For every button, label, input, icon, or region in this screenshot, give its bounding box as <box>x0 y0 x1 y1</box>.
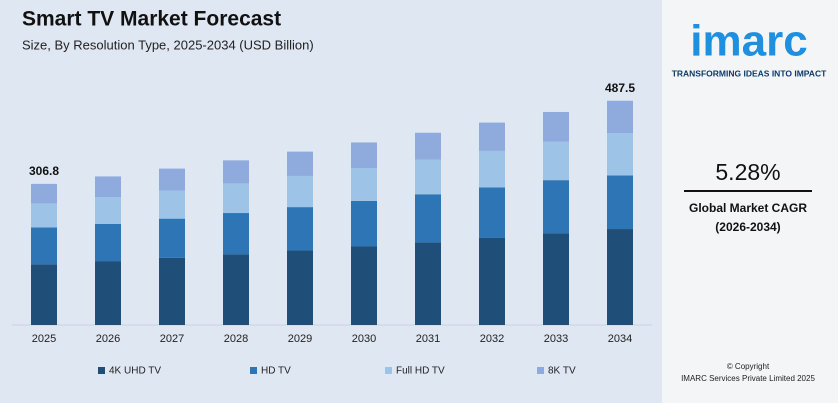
bar-segment <box>543 111 569 142</box>
x-tick-label: 2027 <box>160 333 184 345</box>
bar-segment <box>543 233 569 325</box>
legend-label: HD TV <box>261 366 291 377</box>
x-tick-label: 2031 <box>416 333 440 345</box>
x-tick-label: 2029 <box>288 333 312 345</box>
x-tick-label: 2030 <box>352 333 376 345</box>
company: IMARC Services Private Limited 2025 <box>681 374 815 383</box>
bar-segment <box>479 237 505 325</box>
bar-segment <box>479 122 505 151</box>
bar-segment <box>415 194 441 243</box>
bar-segment <box>415 159 441 195</box>
bar-segment <box>479 187 505 238</box>
bar-segment <box>223 183 249 214</box>
bar-segment <box>607 133 633 176</box>
bar-segment <box>415 242 441 325</box>
bar-segment <box>607 100 633 134</box>
bar-segment <box>159 190 185 219</box>
bar-segment <box>351 142 377 169</box>
chart-subtitle: Size, By Resolution Type, 2025-2034 (USD… <box>22 37 314 52</box>
x-tick-label: 2034 <box>608 333 632 345</box>
bar-segment <box>159 257 185 325</box>
bar-segment <box>607 175 633 230</box>
cagr-label: Global Market CAGR <box>689 201 807 215</box>
bar-segment <box>31 227 57 265</box>
logo: imarc <box>690 17 807 66</box>
legend-swatch <box>250 367 257 374</box>
legend-swatch <box>537 367 544 374</box>
bar-segment <box>543 141 569 181</box>
bar-segment <box>351 246 377 325</box>
bar-segment <box>223 213 249 255</box>
tagline: TRANSFORMING IDEAS INTO IMPACT <box>672 68 827 78</box>
bar-segment <box>31 183 57 204</box>
cagr-value: 5.28% <box>715 159 780 185</box>
bar-segment <box>223 254 249 325</box>
bar-segment <box>607 229 633 325</box>
bar-segment <box>223 160 249 184</box>
copyright: © Copyright <box>727 362 770 371</box>
legend-swatch <box>98 367 105 374</box>
bar-segment <box>415 132 441 160</box>
x-tick-label: 2026 <box>96 333 120 345</box>
bar-segment <box>31 264 57 325</box>
legend-label: 4K UHD TV <box>109 366 161 377</box>
bar-segment <box>287 250 313 325</box>
bar-segment <box>159 168 185 191</box>
side-panel <box>662 0 838 403</box>
bar-segment <box>95 223 121 262</box>
total-label: 306.8 <box>29 164 59 178</box>
x-tick-label: 2032 <box>480 333 504 345</box>
x-tick-label: 2025 <box>32 333 56 345</box>
bar-segment <box>351 200 377 247</box>
bar-segment <box>95 176 121 198</box>
bar-segment <box>351 168 377 201</box>
bar-segment <box>31 203 57 228</box>
cagr-period: (2026-2034) <box>715 220 780 234</box>
bar-segment <box>287 207 313 251</box>
legend-label: 8K TV <box>548 366 576 377</box>
total-label: 487.5 <box>605 81 635 95</box>
bar-segment <box>95 197 121 224</box>
legend-swatch <box>385 367 392 374</box>
bar-segment <box>159 218 185 258</box>
x-tick-label: 2028 <box>224 333 248 345</box>
bar-segment <box>479 150 505 188</box>
legend-label: Full HD TV <box>396 366 445 377</box>
bar-segment <box>287 175 313 208</box>
chart-title: Smart TV Market Forecast <box>22 8 281 31</box>
bar-segment <box>287 151 313 176</box>
x-tick-label: 2033 <box>544 333 568 345</box>
bar-segment <box>95 261 121 325</box>
bar-segment <box>543 180 569 234</box>
